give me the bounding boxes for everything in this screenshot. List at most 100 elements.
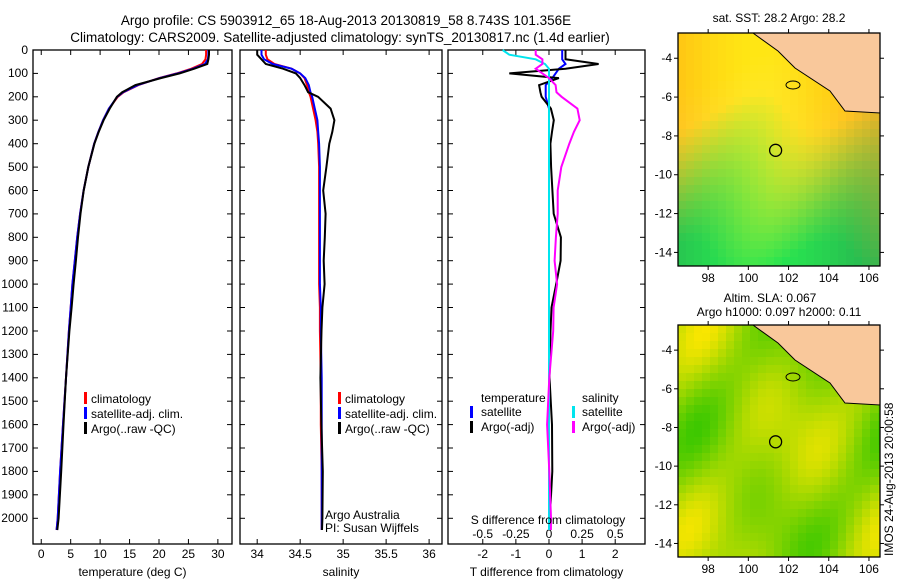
lon-tick-label: 104 bbox=[819, 562, 839, 576]
map-cell bbox=[878, 233, 880, 241]
map-cell bbox=[814, 169, 822, 177]
map-cell bbox=[726, 541, 734, 549]
map-cell bbox=[782, 161, 790, 169]
map-cell bbox=[742, 185, 750, 193]
map-cell bbox=[694, 257, 702, 265]
legend-swatch-argo bbox=[338, 422, 341, 434]
map-cell bbox=[854, 169, 862, 177]
map-cell bbox=[710, 65, 718, 73]
map-cell bbox=[702, 233, 710, 241]
map-cell bbox=[686, 121, 694, 129]
map-cell bbox=[742, 493, 750, 501]
map-cell bbox=[742, 97, 750, 105]
map-cell bbox=[694, 461, 702, 469]
map-cell bbox=[790, 137, 798, 145]
map-cell bbox=[790, 65, 798, 73]
map-cell bbox=[774, 257, 782, 265]
map-cell bbox=[750, 541, 758, 549]
map-cell bbox=[726, 193, 734, 201]
map-cell bbox=[806, 249, 814, 257]
map-cell bbox=[830, 233, 838, 241]
argo-float-marker[interactable] bbox=[768, 435, 783, 449]
map-cell bbox=[742, 177, 750, 185]
lat-tick-label: -14 bbox=[655, 245, 673, 259]
map-cell bbox=[798, 549, 806, 557]
map-cell bbox=[790, 421, 798, 429]
map-cell bbox=[718, 461, 726, 469]
map-cell bbox=[694, 217, 702, 225]
map-cell bbox=[814, 533, 822, 541]
map-cell bbox=[734, 517, 742, 525]
temperature-panel: 0100200300400500600700800900100011001200… bbox=[1, 43, 233, 579]
map-cell bbox=[790, 201, 798, 209]
map-cell bbox=[694, 501, 702, 509]
map-cell bbox=[854, 437, 862, 445]
map-cell bbox=[878, 113, 880, 121]
map-cell bbox=[774, 137, 782, 145]
map-cell bbox=[782, 549, 790, 557]
map-cell bbox=[838, 517, 846, 525]
map-cell bbox=[798, 429, 806, 437]
map-cell bbox=[710, 533, 718, 541]
map-cell bbox=[742, 485, 750, 493]
s-tick-label: -0.5 bbox=[472, 527, 493, 541]
map-cell bbox=[830, 137, 838, 145]
map-cell bbox=[766, 193, 774, 201]
argo-float-marker[interactable] bbox=[768, 143, 783, 157]
map-cell bbox=[774, 341, 782, 349]
map-cell bbox=[854, 113, 862, 121]
lon-tick-label: 102 bbox=[779, 562, 799, 576]
map-cell bbox=[870, 405, 878, 413]
map-cell bbox=[766, 185, 774, 193]
map-cell bbox=[718, 517, 726, 525]
map-cell bbox=[822, 501, 830, 509]
y-tick-label: 1200 bbox=[1, 324, 28, 338]
map-cell bbox=[758, 445, 766, 453]
map-cell bbox=[862, 113, 870, 121]
map-cell bbox=[710, 477, 718, 485]
map-cell bbox=[838, 169, 846, 177]
map-cell bbox=[814, 405, 822, 413]
map-cell bbox=[742, 501, 750, 509]
map-cell bbox=[774, 365, 782, 373]
map-cell bbox=[878, 453, 880, 461]
map-cell bbox=[710, 81, 718, 89]
map-cell bbox=[766, 461, 774, 469]
map-cell bbox=[678, 525, 686, 533]
map-cell bbox=[726, 225, 734, 233]
y-tick-label: 0 bbox=[21, 43, 28, 57]
map-cell bbox=[742, 73, 750, 81]
map-cell bbox=[742, 357, 750, 365]
map-cell bbox=[798, 413, 806, 421]
imos-timestamp: IMOS 24-Aug-2013 20:00:58 bbox=[882, 402, 896, 556]
map-cell bbox=[862, 493, 870, 501]
map-cell bbox=[854, 525, 862, 533]
map-cell bbox=[838, 549, 846, 557]
map-cell bbox=[822, 445, 830, 453]
map-cell bbox=[782, 225, 790, 233]
map-cell bbox=[782, 177, 790, 185]
x-tick-label: -2 bbox=[477, 547, 488, 561]
lon-tick-label: 106 bbox=[859, 271, 879, 285]
map-cell bbox=[742, 145, 750, 153]
map-cell bbox=[710, 241, 718, 249]
map-cell bbox=[686, 509, 694, 517]
map-cell bbox=[678, 57, 686, 65]
map-cell bbox=[782, 349, 790, 357]
map-cell bbox=[822, 177, 830, 185]
lon-tick-label: 98 bbox=[701, 562, 715, 576]
map-cell bbox=[814, 501, 822, 509]
map-cell bbox=[710, 517, 718, 525]
map-cell bbox=[838, 257, 846, 265]
map-cell bbox=[870, 145, 878, 153]
map-cell bbox=[854, 413, 862, 421]
map-cell bbox=[766, 501, 774, 509]
map-cell bbox=[750, 493, 758, 501]
map-cell bbox=[718, 129, 726, 137]
map-cell bbox=[758, 233, 766, 241]
map-cell bbox=[742, 509, 750, 517]
map-cell bbox=[814, 453, 822, 461]
map-cell bbox=[702, 517, 710, 525]
map-cell bbox=[774, 145, 782, 153]
map-cell bbox=[766, 413, 774, 421]
